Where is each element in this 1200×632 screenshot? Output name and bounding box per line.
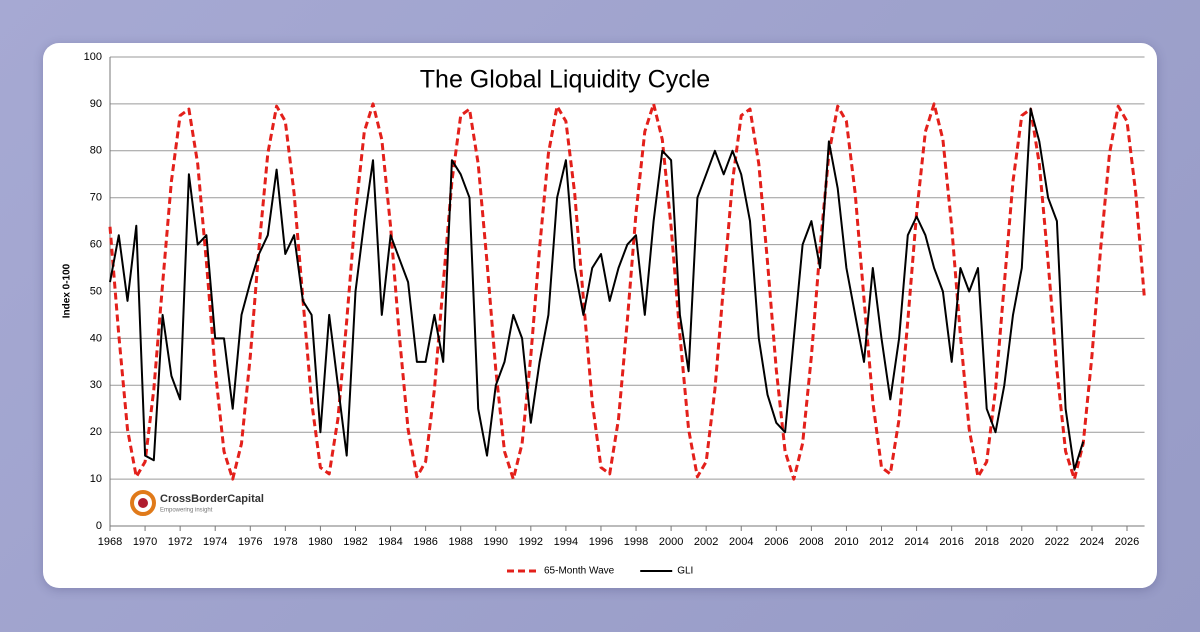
logo-name: CrossBorderCapital — [160, 493, 264, 505]
y-tick-label: 80 — [90, 145, 102, 157]
x-tick-label: 1992 — [519, 536, 543, 548]
x-tick-label: 2018 — [974, 536, 998, 548]
line-series — [108, 102, 1146, 481]
x-tick-label: 1996 — [589, 536, 613, 548]
x-tick-label: 2014 — [904, 536, 928, 548]
x-tick-label: 2024 — [1080, 536, 1104, 548]
x-tick-label: 2002 — [694, 536, 718, 548]
x-tick-label: 1980 — [308, 536, 332, 548]
y-tick-label: 30 — [90, 379, 102, 391]
x-tick-label: 2020 — [1010, 536, 1034, 548]
logo-icon — [130, 490, 156, 516]
y-tick-label: 40 — [90, 332, 102, 344]
logo-icon-core — [138, 498, 148, 508]
x-tick-label: 2006 — [764, 536, 788, 548]
y-tick-label: 0 — [96, 520, 102, 532]
y-axis-label: Index 0-100 — [62, 263, 73, 318]
x-tick-label: 2012 — [869, 536, 893, 548]
y-tick-label: 20 — [90, 426, 102, 438]
y-tick-label: 10 — [90, 473, 102, 485]
x-tick-label: 1968 — [98, 536, 122, 548]
x-tick-label: 2004 — [729, 536, 753, 548]
x-tick-label: 2026 — [1115, 536, 1139, 548]
legend-label: 65-Month Wave — [544, 566, 615, 577]
x-tick-label: 1970 — [133, 536, 157, 548]
y-tick-label: 50 — [90, 285, 102, 297]
x-tick-label: 2010 — [834, 536, 858, 548]
x-tick-label: 1978 — [273, 536, 297, 548]
x-tick-label: 2022 — [1045, 536, 1069, 548]
line-series — [109, 107, 1085, 471]
x-tick-label: 1972 — [168, 536, 192, 548]
logo-tagline: Empowering insight — [160, 508, 213, 514]
x-tick-label: 1982 — [343, 536, 367, 548]
y-tick-label: 60 — [90, 239, 102, 251]
x-tick-label: 1994 — [554, 536, 578, 548]
x-tick-label: 2000 — [659, 536, 683, 548]
y-tick-label: 70 — [90, 192, 102, 204]
x-tick-label: 1986 — [413, 536, 437, 548]
legend-label: GLI — [677, 566, 693, 577]
y-tick-label: 90 — [90, 98, 102, 110]
x-tick-label: 1974 — [203, 536, 227, 548]
x-tick-label: 1976 — [238, 536, 262, 548]
x-tick-label: 1990 — [484, 536, 508, 548]
x-tick-label: 1984 — [378, 536, 402, 548]
card — [43, 43, 1157, 588]
y-tick-label: 100 — [84, 51, 102, 63]
x-tick-label: 1988 — [448, 536, 472, 548]
x-tick-label: 2008 — [799, 536, 823, 548]
x-tick-label: 2016 — [939, 536, 963, 548]
chart-title: The Global Liquidity Cycle — [420, 66, 710, 94]
x-tick-label: 1998 — [624, 536, 648, 548]
